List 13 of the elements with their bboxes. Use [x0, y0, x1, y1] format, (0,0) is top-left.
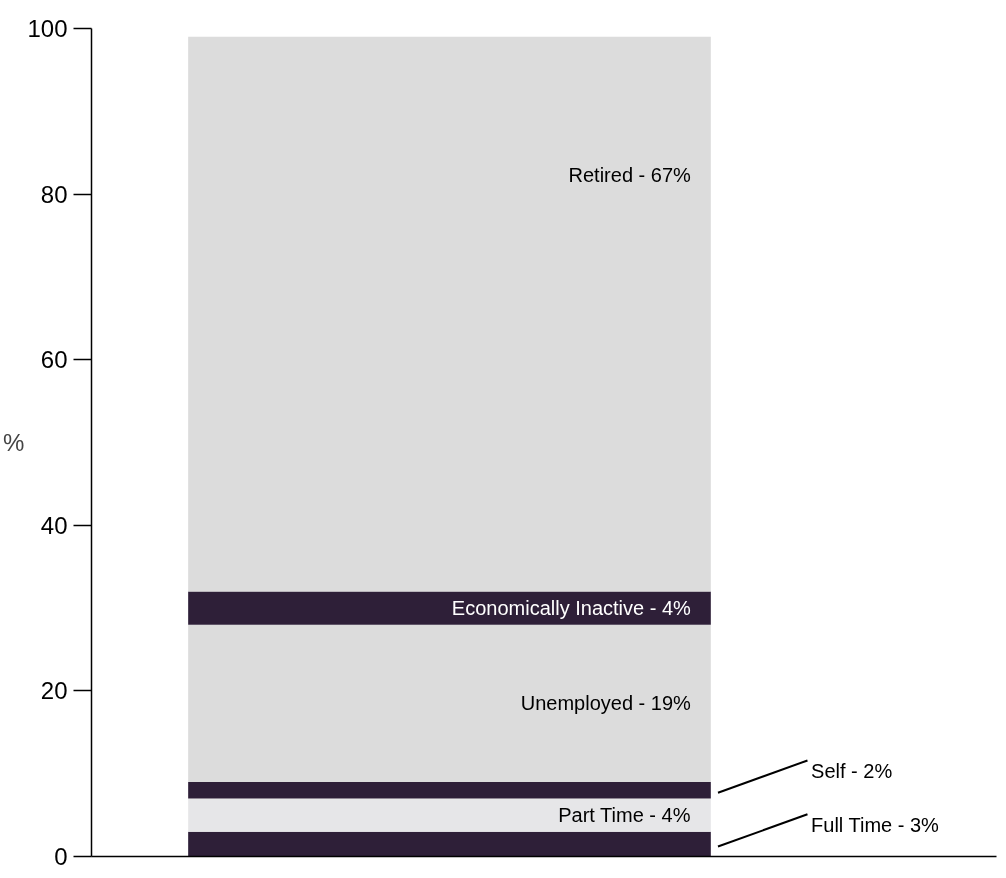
text: Part Time - 4%: [558, 804, 691, 827]
text: Self - 2%: [811, 760, 893, 783]
y-tick-label: 40: [40, 511, 68, 539]
text: Retired - 67%: [568, 164, 691, 187]
y-axis-title: %: [3, 429, 25, 456]
y-tick-label: 60: [40, 346, 68, 374]
y-tick-label: 100: [27, 15, 68, 42]
y-tick-label: 0: [54, 843, 68, 870]
text: Unemployed - 19%: [520, 692, 691, 715]
text: Full Time - 3%: [811, 814, 939, 837]
y-tick-label: 20: [40, 677, 68, 705]
text: Economically Inactive - 4%: [451, 597, 691, 620]
y-tick-label: 80: [40, 180, 68, 208]
